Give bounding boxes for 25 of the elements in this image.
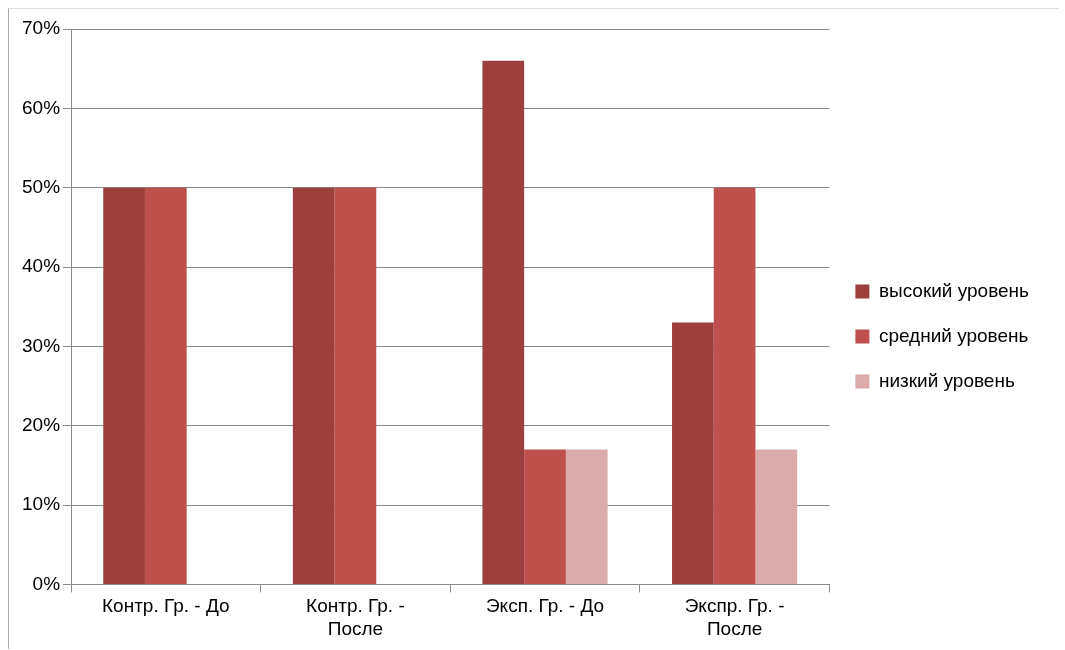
y-tick-label: 70% bbox=[22, 17, 61, 39]
y-tick-label: 20% bbox=[22, 413, 61, 435]
y-tick-label: 30% bbox=[22, 334, 61, 356]
y-tick-label: 0% bbox=[32, 572, 61, 594]
y-tick-label: 10% bbox=[22, 493, 61, 515]
x-tick-label: Контр. Гр. - До bbox=[102, 595, 230, 617]
bar bbox=[482, 60, 525, 584]
bar bbox=[672, 322, 714, 584]
y-tick-label: 60% bbox=[22, 96, 61, 118]
bar bbox=[565, 449, 608, 584]
x-tick-label: Контр. Гр. - После bbox=[306, 595, 405, 639]
x-tick-label: Экспр. Гр. - После bbox=[684, 595, 785, 639]
legend-label: средний уровень bbox=[878, 324, 1029, 346]
legend-label: низкий уровень bbox=[878, 369, 1015, 391]
bar bbox=[334, 187, 377, 584]
bar bbox=[524, 449, 566, 584]
bar bbox=[144, 187, 187, 584]
bar bbox=[103, 187, 145, 584]
bar bbox=[755, 449, 798, 584]
bar bbox=[292, 187, 335, 584]
x-tick-label: Эксп. Гр. - До bbox=[485, 595, 605, 617]
y-tick-label: 50% bbox=[22, 175, 61, 197]
y-tick-label: 40% bbox=[22, 255, 61, 277]
legend-label: высокий уровень bbox=[878, 279, 1030, 301]
bar bbox=[713, 187, 756, 584]
